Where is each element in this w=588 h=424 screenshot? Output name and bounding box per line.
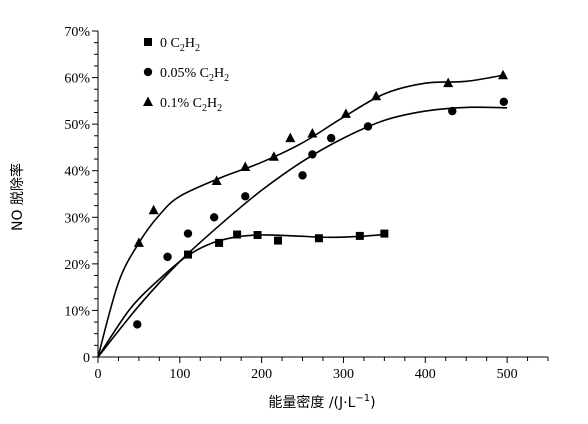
data-point-series-3 <box>148 204 159 215</box>
y-axis-title: NO 脱除率 <box>9 163 26 231</box>
fit-curve-series-2 <box>97 106 508 358</box>
y-tick-label: 60% <box>64 72 90 87</box>
y-tick-label: 30% <box>64 211 90 226</box>
data-point-series-3 <box>211 175 222 185</box>
x-tick-label: 300 <box>333 367 354 382</box>
y-tick-label: 10% <box>64 304 90 319</box>
data-point-series-3 <box>371 90 382 101</box>
x-axis-ticks: 0 100 200 300 400 500 <box>95 357 549 382</box>
y-tick-label: 70% <box>64 25 90 40</box>
legend-marker-series-2 <box>143 67 153 77</box>
data-point-series-2 <box>448 106 457 116</box>
data-point-series-3 <box>340 108 351 118</box>
data-point-series-2 <box>499 97 509 106</box>
x-tick-label: 0 <box>95 367 102 382</box>
x-tick-label: 400 <box>415 367 436 382</box>
x-tick-label: 200 <box>251 367 272 382</box>
fit-curves <box>97 74 508 358</box>
x-axis-title: 能量密度 /(J·L−1) <box>268 393 375 411</box>
data-point-series-2 <box>163 252 172 262</box>
legend-marker-series-1 <box>144 38 152 46</box>
data-point-series-2 <box>183 229 193 238</box>
data-point-series-3 <box>285 132 296 143</box>
data-point-series-1 <box>274 236 282 245</box>
data-point-series-3 <box>443 77 454 88</box>
data-point-series-3 <box>307 127 318 138</box>
legend: 0 C2H2 0.05% C2H2 0.1% C2H2 <box>143 36 229 114</box>
data-point-series-3 <box>133 237 144 247</box>
x-tick-label: 100 <box>169 367 190 382</box>
data-points <box>133 69 509 329</box>
data-point-series-2 <box>308 150 317 159</box>
data-point-series-2 <box>363 122 373 131</box>
data-point-series-3 <box>240 161 251 171</box>
data-point-series-1 <box>184 250 192 259</box>
fit-curve-series-1 <box>97 233 385 358</box>
y-tick-label: 50% <box>64 118 90 133</box>
data-point-series-3 <box>268 151 279 161</box>
y-tick-label: 20% <box>64 258 90 273</box>
data-point-series-2 <box>209 213 219 222</box>
data-point-series-1 <box>215 238 224 247</box>
y-tick-label: 40% <box>64 165 90 180</box>
y-axis-ticks: 0 10% 20% 30% 40% 50% 60% 70% <box>64 25 98 366</box>
fit-curve-series-3 <box>97 74 504 358</box>
legend-label-series-2: 0.05% C2H2 <box>160 66 229 84</box>
legend-marker-series-3 <box>143 96 153 106</box>
data-point-series-1 <box>314 234 323 243</box>
x-tick-label: 500 <box>497 367 518 382</box>
legend-label-series-3: 0.1% C2H2 <box>160 96 222 114</box>
axes: 0 100 200 300 400 500 0 10% 20% 30% 40% 50% 60% 70% <box>64 25 549 382</box>
y-tick-label: 0 <box>83 351 90 366</box>
data-point-series-2 <box>133 320 142 329</box>
data-point-series-2 <box>326 133 336 143</box>
data-point-series-1 <box>233 230 242 239</box>
data-point-series-1 <box>253 230 262 239</box>
data-point-series-1 <box>380 229 389 238</box>
data-point-series-2 <box>241 192 250 201</box>
legend-label-series-1: 0 C2H2 <box>160 36 200 54</box>
data-point-series-1 <box>355 231 364 240</box>
data-point-series-2 <box>298 171 307 180</box>
data-point-series-3 <box>498 69 508 80</box>
